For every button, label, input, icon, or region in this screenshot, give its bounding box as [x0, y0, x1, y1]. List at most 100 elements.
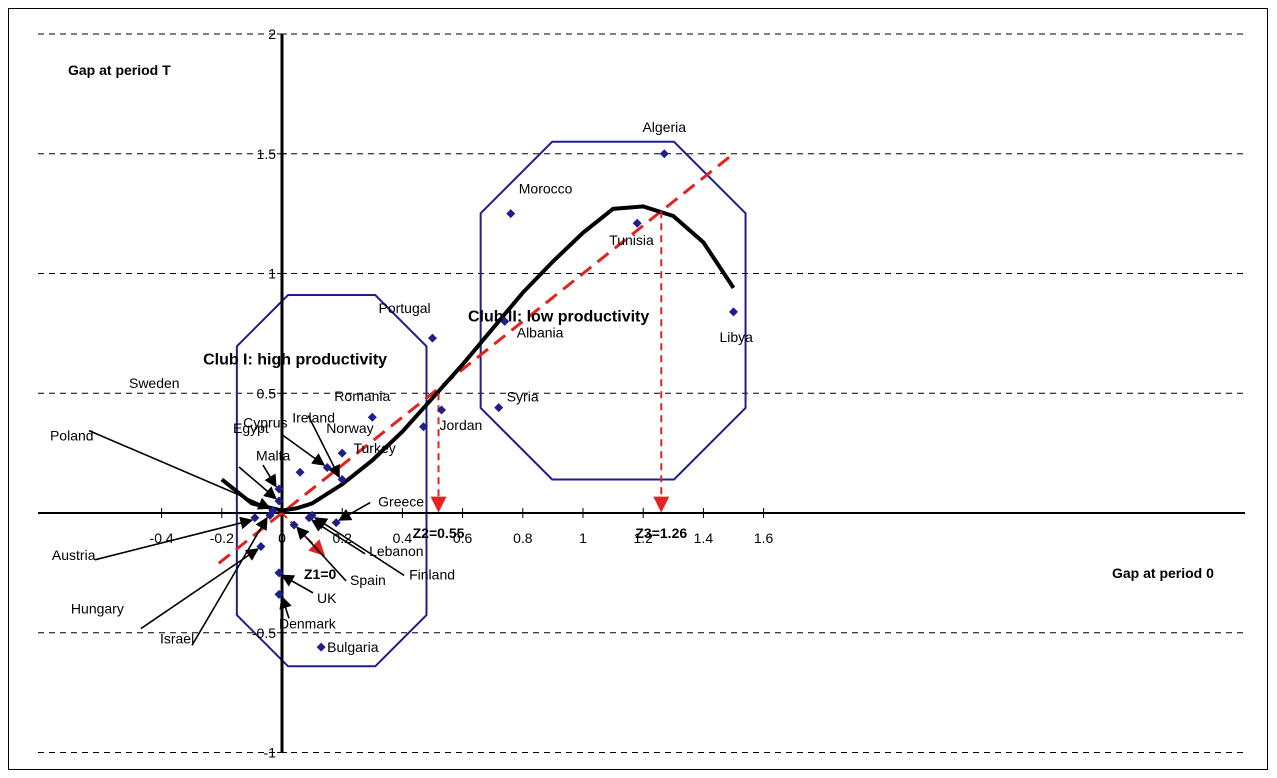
- point-label-tunisia: Tunisia: [609, 232, 654, 248]
- data-point-turkey: [418, 422, 428, 432]
- point-label-israel: Israel: [160, 630, 194, 646]
- point-label-spain: Spain: [350, 572, 386, 588]
- pointer-sweden: [238, 466, 277, 500]
- x-axis-label: Gap at period 0: [1112, 565, 1214, 581]
- data-point-lebanon: [304, 513, 314, 523]
- data-point-spain: [289, 520, 299, 530]
- data-point-libya: [729, 307, 738, 317]
- pointer-ireland: [307, 415, 340, 479]
- threshold-label-z2: Z2=0.55: [413, 525, 465, 541]
- y-tick-label: 1.5: [257, 146, 277, 162]
- chart-frame: [8, 8, 1268, 770]
- point-label-libya: Libya: [720, 329, 754, 345]
- gridlines: [38, 33, 1245, 753]
- club-label-2: Club II: low productivity: [468, 308, 649, 325]
- point-label-jordan: Jordan: [440, 417, 483, 433]
- x-tick-label: -0.2: [210, 530, 234, 546]
- point-label-ireland: Ireland: [292, 409, 335, 425]
- x-tick-label: 0.4: [393, 530, 413, 546]
- pointer-egypt: [262, 464, 277, 488]
- point-label-finland: Finland: [409, 566, 455, 582]
- data-point-portugal: [428, 333, 437, 343]
- x-tick-label: 1.6: [754, 530, 774, 546]
- data-point-algeria: [659, 149, 669, 159]
- data-point-tunisia: [632, 218, 642, 228]
- data-point-austria: [250, 513, 260, 523]
- pointer-spain: [296, 526, 347, 582]
- pointer-cyprus: [282, 434, 326, 466]
- data-point-hungary: [256, 542, 266, 552]
- pointer-denmark: [279, 595, 292, 619]
- point-label-albania: Albania: [517, 324, 564, 340]
- data-point-norway: [337, 448, 347, 458]
- point-label-uk: UK: [317, 590, 337, 606]
- point-label-egypt: Egypt: [233, 420, 269, 436]
- data-point-albania: [500, 316, 510, 326]
- x-tick-label: 1.4: [694, 530, 714, 546]
- axes: [38, 33, 1245, 753]
- x-tick-label: 1.2: [633, 530, 653, 546]
- data-point-egypt: [274, 484, 284, 494]
- y-tick-label: 1: [268, 266, 276, 282]
- fitted-curve-line: [220, 204, 736, 513]
- pointer-finland: [314, 517, 405, 577]
- pointer-lebanon: [311, 519, 366, 555]
- data-point-sweden: [274, 496, 284, 506]
- data-point-greece: [331, 518, 341, 528]
- pointer-poland: [88, 429, 272, 510]
- point-label-portugal: Portugal: [379, 300, 431, 316]
- point-label-bulgaria: Bulgaria: [327, 639, 379, 655]
- club-outlines: [235, 140, 747, 668]
- pointer-israel: [191, 516, 268, 646]
- point-label-morocco: Morocco: [519, 181, 573, 197]
- data-point-uk: [274, 568, 284, 578]
- club-octagon-1: [235, 294, 428, 668]
- point-label-denmark: Denmark: [279, 615, 337, 631]
- pointer-hungary: [140, 548, 259, 630]
- y-axis-label: Gap at period T: [68, 62, 171, 78]
- data-point-morocco: [506, 209, 516, 219]
- y-tick-label: -0.5: [252, 625, 276, 641]
- point-label-greece: Greece: [378, 494, 424, 510]
- pointer-uk: [280, 574, 314, 594]
- x-tick-label: 0.6: [453, 530, 473, 546]
- data-point-romania: [367, 412, 377, 422]
- point-label-lebanon: Lebanon: [369, 543, 424, 559]
- point-label-austria: Austria: [52, 547, 96, 563]
- y-tick-label: -1: [264, 745, 277, 761]
- data-point-denmark: [274, 589, 284, 599]
- threshold-label-z3: Z3=1.26: [635, 525, 687, 541]
- y-tick-label: 2: [268, 26, 276, 42]
- fitted-curve: [220, 204, 736, 513]
- point-label-algeria: Algeria: [642, 119, 686, 135]
- threshold-label-z1: Z1=0: [304, 566, 337, 582]
- data-point-cyprus: [322, 462, 332, 472]
- data-point-syria: [494, 403, 504, 413]
- point-label-cyprus: Cyprus: [243, 414, 287, 430]
- club-octagon-2: [479, 140, 747, 481]
- data-point-bulgaria: [316, 642, 326, 652]
- data-point-israel: [265, 510, 275, 520]
- x-tick-label: 0.8: [513, 530, 533, 546]
- data-point-ireland: [337, 474, 347, 484]
- club-label-1: Club I: high productivity: [203, 352, 387, 369]
- point-label-sweden: Sweden: [129, 375, 180, 391]
- pointer-austria: [94, 516, 254, 561]
- point-label-poland: Poland: [50, 428, 94, 444]
- x-tick-label: 1: [579, 530, 587, 546]
- tick-labels: -0.4 -0.2 0 0.2 0.4 0.6 0.8 1 1.2 1.4 1.6-1-0.50.5…: [150, 26, 774, 761]
- data-point-malta: [295, 467, 305, 477]
- point-label-turkey: Turkey: [353, 440, 395, 456]
- point-label-romania: Romania: [334, 388, 390, 404]
- point-label-syria: Syria: [507, 389, 539, 405]
- point-label-hungary: Hungary: [71, 601, 124, 617]
- point-labels: Club I: high productivity Club II: low pr…: [50, 119, 753, 655]
- x-tick-label: 0: [278, 530, 286, 546]
- point-label-malta: Malta: [256, 447, 290, 463]
- threshold-markers: Z1=0 Z2=0.55 Z3=1.26: [281, 211, 687, 582]
- data-points: [250, 149, 738, 652]
- point-label-norway: Norway: [326, 420, 373, 436]
- pointer-greece: [338, 501, 371, 521]
- data-point-jordan: [437, 405, 447, 415]
